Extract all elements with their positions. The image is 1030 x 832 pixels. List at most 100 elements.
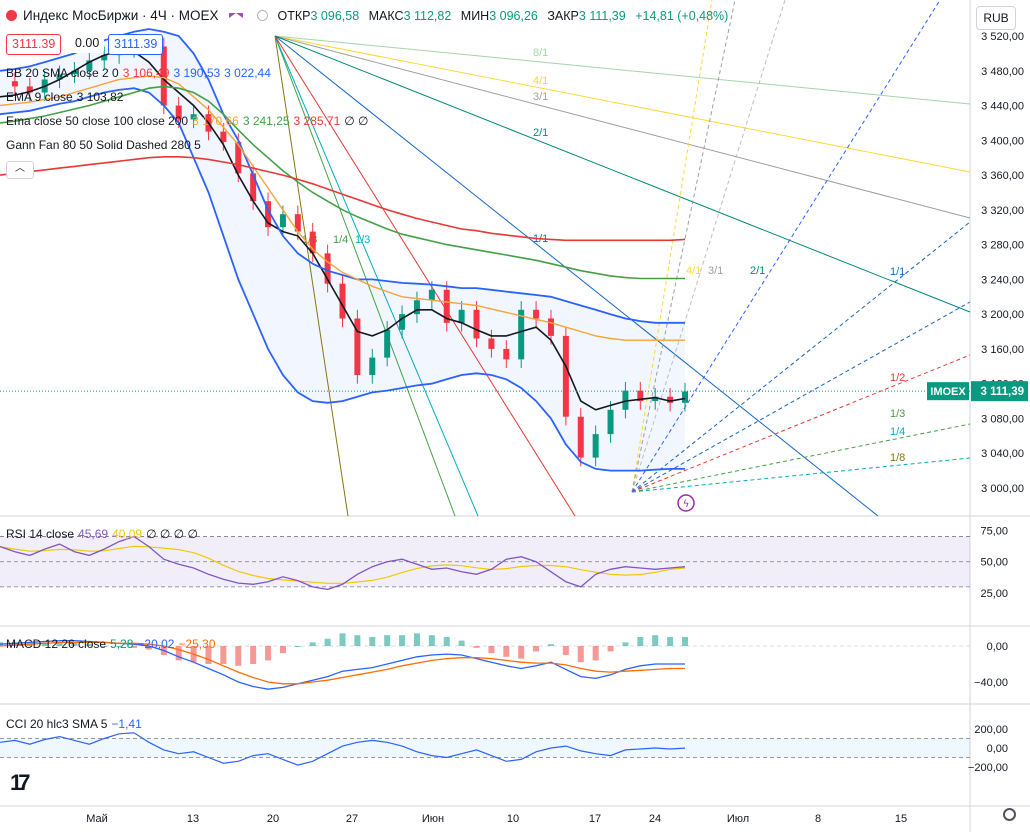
macd-hist-bar [294, 646, 301, 647]
price-tick-label: 3 520,00 [981, 31, 1024, 43]
gann-dashed-line-8 [631, 0, 941, 493]
candle-body [26, 86, 33, 93]
gann-dashed-line-4 [631, 457, 971, 493]
legend-rsi[interactable]: RSI 14 close 45,69 40,09 ∅ ∅ ∅ ∅ [6, 527, 198, 541]
macd-hist-bar [56, 642, 63, 646]
rsi-tick-label: 25,00 [980, 588, 1008, 600]
macd-hist-bar [473, 646, 480, 648]
candle-body [384, 329, 391, 358]
buy-button[interactable]: 3111.39 [108, 34, 164, 55]
time-axis: Май 13 20 27 Июн 10 17 24 Июл 8 15 [86, 813, 907, 825]
candle-body [682, 391, 688, 403]
candle-body [324, 253, 331, 284]
gann-label: 1/3 [890, 408, 905, 420]
candle-body [250, 173, 257, 202]
gann-label: 1/3 [355, 234, 370, 246]
candle-body [473, 309, 480, 339]
candle-body [11, 81, 18, 87]
macd-hist-bar [399, 635, 406, 646]
gann-line-6 [274, 35, 456, 517]
cci-line [0, 732, 686, 766]
macd-hist-bar [145, 646, 152, 650]
chart-header: Индекс МосБиржи · 4Ч · MOEX ОТКР3 096,58… [6, 8, 734, 23]
macd-hist-bar [384, 635, 391, 646]
time-tick-label: 10 [507, 813, 519, 825]
gann-line-7 [274, 35, 479, 517]
candle-body [503, 348, 510, 360]
price-tag [971, 381, 1028, 402]
indicator-panes [0, 535, 970, 766]
macd-hist-bar [86, 644, 93, 646]
gann-label: 1/4 [333, 234, 348, 246]
candle-body [667, 396, 674, 403]
tradingview-logo: 17 [10, 770, 31, 795]
gann-label: 4/1 [533, 75, 548, 87]
candle-body [488, 338, 495, 349]
candle-body [443, 289, 450, 323]
macd-hist-bar [131, 646, 138, 648]
gann-label: 2/1 [533, 127, 548, 139]
legend-macd[interactable]: MACD 12 26 close 5,28 −20,02 −25,30 [6, 637, 216, 651]
macd-hist-bar [577, 646, 584, 663]
candle-body [175, 105, 182, 120]
sell-button[interactable]: 3111.39 [6, 34, 62, 55]
flag-icon[interactable] [228, 13, 243, 18]
price-tick-label: 3 160,00 [981, 344, 1024, 356]
gann-label: 2/1 [750, 265, 765, 277]
candle-body [160, 46, 167, 106]
gann-label: 3/1 [533, 91, 548, 103]
candle-body [235, 142, 242, 174]
rsi-tick-label: 50,00 [980, 557, 1008, 569]
rsi-ma-line [0, 545, 686, 584]
legend-ema[interactable]: EMA 9 close 3 103,82 [6, 90, 124, 104]
price-tick-label: 3 480,00 [981, 66, 1024, 78]
lightning-icon: ϟ [683, 499, 690, 510]
macd-tick-label: −40,00 [974, 677, 1008, 689]
collapse-legend-button[interactable]: ︿ [6, 161, 34, 179]
macd-hist-bar [443, 637, 450, 646]
gann-line-3 [274, 35, 971, 313]
macd-hist-bar [71, 642, 78, 646]
price-tag-label: 3 111,39 [981, 386, 1025, 398]
time-tick-label: Май [86, 813, 108, 825]
candles [11, 34, 688, 467]
macd-signal-line [0, 641, 685, 685]
gann-dashed-line-5 [631, 0, 786, 493]
gann-label: 1/1 [890, 266, 905, 278]
price-tick-label: 3 360,00 [981, 170, 1024, 182]
gann-label: 1/8 [890, 452, 905, 464]
legend-ema-multi[interactable]: Ema close 50 close 100 close 200 3 170,66… [6, 114, 369, 128]
price-tick-label: 3 400,00 [981, 135, 1024, 147]
settings-gear-icon[interactable] [1003, 808, 1016, 821]
macd-hist-bar [518, 646, 525, 659]
eye-icon[interactable] [256, 10, 268, 21]
macd-hist-bar [458, 640, 465, 646]
candle-body [592, 434, 599, 458]
macd-hist-bar [265, 646, 272, 661]
event-marker-icon [677, 494, 695, 512]
time-tick-label: 17 [589, 813, 601, 825]
legend-gann[interactable]: Gann Fan 80 50 Solid Dashed 280 5 [6, 138, 201, 152]
macd-hist-bar [682, 637, 688, 646]
candle-body [518, 309, 525, 360]
legend-cci[interactable]: CCI 20 hlc3 SMA 5 −1,41 [6, 717, 142, 731]
price-tick-label: 3 200,00 [981, 309, 1024, 321]
macd-hist-bar [533, 646, 540, 652]
macd-hist-bar [369, 637, 376, 646]
symbol-tag-label: IMOEX [930, 386, 966, 398]
price-tick-label: 3 040,00 [981, 448, 1024, 460]
candle-body [547, 318, 554, 336]
macd-hist-bar [354, 635, 361, 646]
currency-selector[interactable]: RUB [976, 6, 1016, 30]
candle-body [265, 201, 272, 228]
gann-label: 1/4 [890, 426, 905, 438]
macd-hist-bar [250, 646, 257, 664]
series-line-5 [0, 85, 685, 280]
ohlc-values: ОТКР3 096,58 МАКС3 112,82 МИН3 096,26 ЗА… [277, 8, 729, 23]
time-tick-label: 8 [815, 813, 821, 825]
candle-body [71, 70, 78, 75]
symbol-title[interactable]: Индекс МосБиржи · 4Ч · MOEX [23, 8, 219, 23]
